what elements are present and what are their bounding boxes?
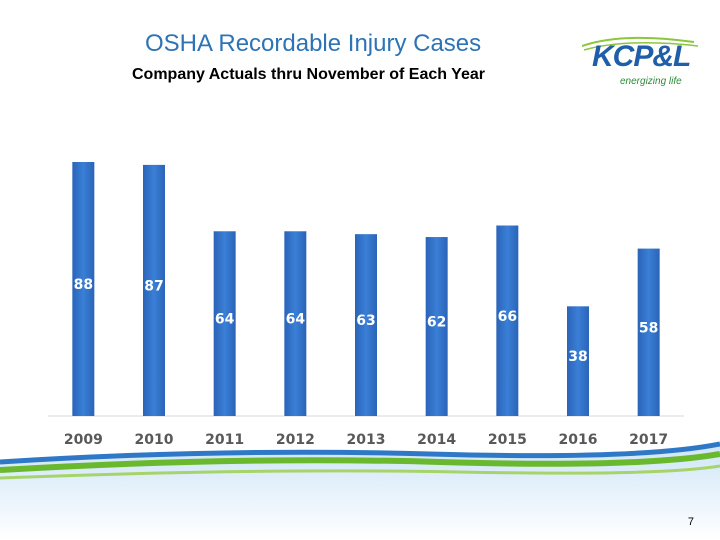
x-tick-label-2014: 2014 [417,432,456,448]
company-logo: KCP&L energizing life [582,36,702,94]
x-tick-label-2017: 2017 [629,432,668,448]
data-label-2016: 38 [568,349,587,365]
footer-wave-decoration [0,441,720,540]
data-label-2017: 58 [639,320,658,336]
data-label-2010: 87 [144,278,163,294]
chart-title: OSHA Recordable Injury Cases [145,30,482,57]
bar-2015 [496,225,519,416]
x-tick-label-2011: 2011 [205,432,244,448]
data-label-2014: 62 [427,315,446,331]
chart-subtitle: Company Actuals thru November of Each Ye… [132,66,485,83]
data-label-2013: 63 [356,313,375,329]
bar-2011 [213,231,236,416]
bar-2016 [567,306,589,416]
x-tick-label-2012: 2012 [276,432,315,448]
bar-2012 [284,231,307,416]
bar-chart: 88 2009 87 2010 64 2011 64 2012 63 2013 62 2014 66 20… [48,162,684,448]
x-tick-label-2009: 2009 [64,432,103,448]
data-label-2012: 64 [286,312,306,328]
page-number: 7 [687,516,694,528]
x-tick-label-2016: 2016 [559,432,598,448]
logo-swoosh-icon [582,36,699,51]
data-label-2009: 88 [74,277,93,293]
bar-2010 [143,164,165,416]
x-tick-label-2013: 2013 [347,432,386,448]
bar-2017 [637,248,660,416]
bar-2014 [425,237,448,416]
data-label-2015: 66 [498,309,517,325]
x-tick-label-2010: 2010 [135,432,174,448]
bar-2009 [72,162,95,416]
bar-2013 [355,234,377,416]
x-tick-label-2015: 2015 [488,432,527,448]
logo-brand: KCP&L [592,40,691,73]
data-label-2011: 64 [215,312,235,328]
logo-tagline: energizing life [620,76,682,87]
